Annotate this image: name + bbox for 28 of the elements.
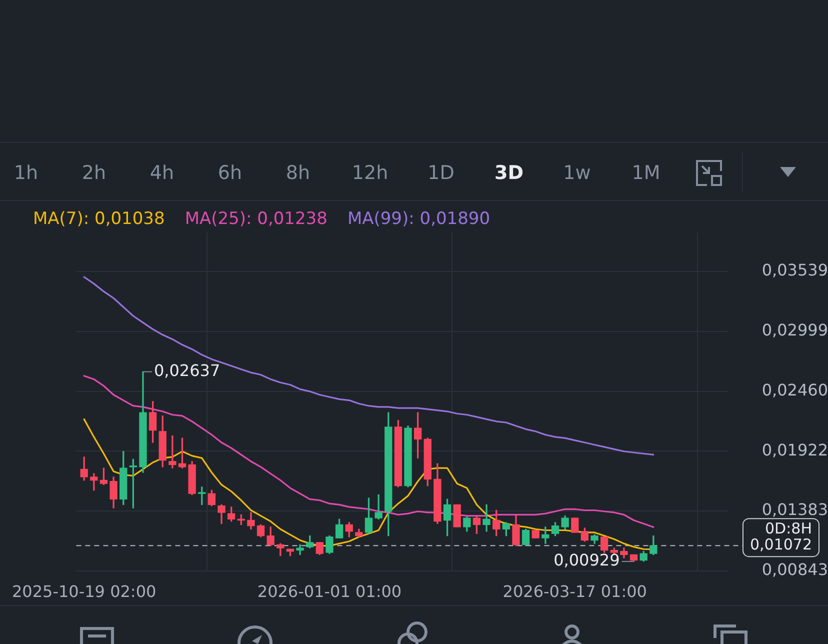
text: 2h bbox=[82, 161, 106, 185]
text: 4h bbox=[150, 161, 174, 185]
text: MA(7): 0,01038 bbox=[33, 208, 165, 230]
y-tick-label: 0,01383 bbox=[762, 500, 828, 520]
y-tick-label: 0,03539 bbox=[762, 260, 828, 280]
y-tick-label: 0,02999 bbox=[762, 320, 828, 340]
text: MA(99): 0,01890 bbox=[347, 208, 490, 230]
text: 0,01072 bbox=[750, 535, 812, 554]
text: 12h bbox=[352, 161, 388, 185]
text: MA(25): 0,01238 bbox=[184, 208, 328, 230]
candlestick bbox=[571, 518, 579, 533]
candlestick bbox=[532, 530, 540, 538]
text: 0D:8H bbox=[765, 519, 812, 538]
text: 1D bbox=[428, 161, 454, 185]
annotation: 0,00929 bbox=[554, 550, 620, 570]
x-tick-label: 2026-03-17 01:00 bbox=[502, 582, 647, 601]
annotation: 0,02637 bbox=[154, 360, 220, 380]
y-tick-label: 0,02460 bbox=[762, 380, 828, 400]
x-tick-label: 2026-01-01 01:00 bbox=[257, 582, 402, 601]
y-tick-label: 0,00843 bbox=[762, 560, 828, 580]
y-tick-label: 0,01922 bbox=[762, 440, 828, 460]
text: 6h bbox=[218, 161, 242, 185]
text: 8h bbox=[286, 161, 310, 185]
text: 1w bbox=[563, 161, 591, 185]
x-tick-label: 2025-10-19 02:00 bbox=[12, 582, 156, 601]
text: 1M bbox=[632, 161, 660, 185]
text: 3D bbox=[494, 161, 524, 185]
text: 1h bbox=[14, 161, 38, 185]
